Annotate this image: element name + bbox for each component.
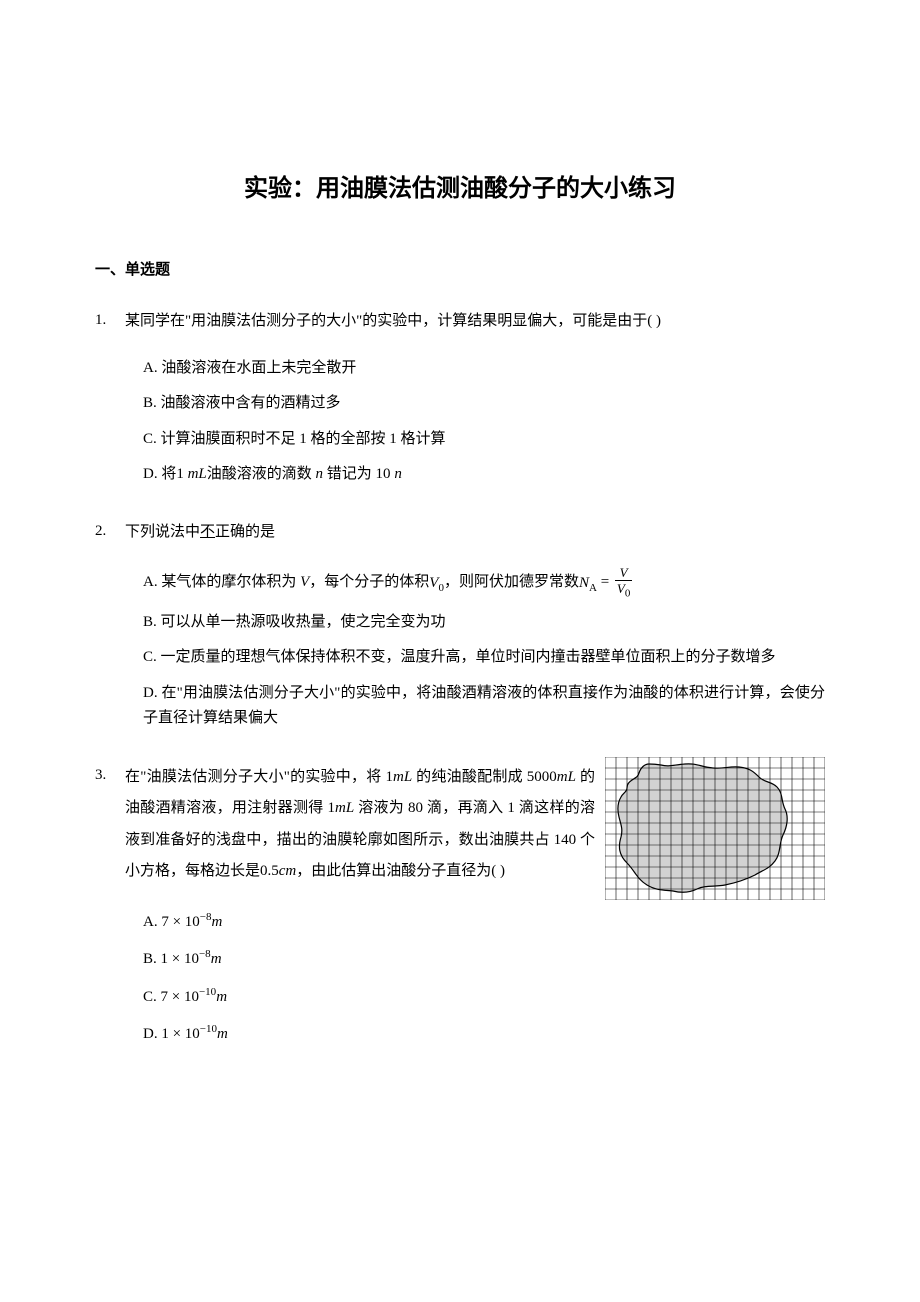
text: D. 1 × 10 bbox=[143, 1026, 200, 1042]
option-b: B. 油酸溶液中含有的酒精过多 bbox=[143, 391, 825, 417]
section-heading: 一、单选题 bbox=[95, 258, 825, 282]
option-a: A. 油酸溶液在水面上未完全散开 bbox=[143, 356, 825, 382]
option-c: C. 计算油膜面积时不足 1 格的全部按 1 格计算 bbox=[143, 427, 825, 453]
numerator: V bbox=[615, 566, 632, 581]
sub: 0 bbox=[625, 588, 631, 600]
text: 下列说法中 bbox=[125, 524, 200, 540]
options: A. 7 × 10−8m B. 1 × 10−8m C. 7 × 10−10m … bbox=[125, 908, 825, 1048]
question-stem: 下列说法中不正确的是 bbox=[125, 518, 825, 547]
question-number: 2. bbox=[95, 518, 125, 543]
text: 在"油膜法估测分子大小"的实验中，将 1 bbox=[125, 769, 393, 785]
text: ，每个分子的体积 bbox=[309, 575, 429, 591]
v: N bbox=[579, 575, 589, 591]
fraction: VV0 bbox=[615, 566, 632, 600]
question-2: 2. 下列说法中不正确的是 A. 某气体的摩尔体积为 V，每个分子的体积V0，则… bbox=[95, 518, 825, 732]
question-1: 1. 某同学在"用油膜法估测分子的大小"的实验中，计算结果明显偏大，可能是由于(… bbox=[95, 307, 825, 488]
underline-text: 不 bbox=[200, 524, 215, 540]
question-stem: 某同学在"用油膜法估测分子的大小"的实验中，计算结果明显偏大，可能是由于( ) bbox=[125, 307, 825, 336]
exp: −8 bbox=[199, 948, 211, 960]
text: 的纯油酸配制成 5000 bbox=[412, 769, 557, 785]
option-d: D. 将1 mL油酸溶液的滴数 n 错记为 10 n bbox=[143, 462, 825, 488]
question-3: 3. 在"油膜法估测分子大小"的实验中，将 1mL 的纯油酸配制成 5000mL… bbox=[95, 762, 825, 1048]
question-stem: 在"油膜法估测分子大小"的实验中，将 1mL 的纯油酸配制成 5000mL 的油… bbox=[125, 762, 595, 888]
unit-m: m bbox=[211, 951, 222, 967]
text: ，由此估算出油酸分子直径为( ) bbox=[296, 863, 505, 879]
exp: −10 bbox=[199, 986, 216, 998]
var-n: n bbox=[316, 466, 324, 482]
option-d: D. 1 × 10−10m bbox=[143, 1020, 825, 1048]
unit-ml: mL bbox=[188, 466, 207, 482]
unit-ml: mL bbox=[557, 769, 576, 785]
var-n: n bbox=[394, 466, 402, 482]
unit-ml: mL bbox=[393, 769, 412, 785]
unit-cm: cm bbox=[279, 863, 297, 879]
grid-svg bbox=[605, 757, 825, 900]
unit-m: m bbox=[212, 914, 223, 930]
text: B. 1 × 10 bbox=[143, 951, 199, 967]
unit-ml: mL bbox=[335, 800, 354, 816]
text: 正确的是 bbox=[215, 524, 275, 540]
question-body: 某同学在"用油膜法估测分子的大小"的实验中，计算结果明显偏大，可能是由于( ) … bbox=[125, 307, 825, 488]
v: V bbox=[617, 581, 625, 596]
option-a: A. 7 × 10−8m bbox=[143, 908, 825, 936]
exp: −8 bbox=[200, 911, 212, 923]
text: D. 将1 bbox=[143, 466, 188, 482]
question-body: 下列说法中不正确的是 A. 某气体的摩尔体积为 V，每个分子的体积V0，则阿伏加… bbox=[125, 518, 825, 732]
var-NA: NA bbox=[579, 575, 597, 591]
var-V0: V0 bbox=[429, 575, 444, 591]
text: 油酸溶液的滴数 bbox=[207, 466, 316, 482]
oil-film-grid-figure bbox=[605, 757, 825, 908]
option-b: B. 可以从单一热源吸收热量，使之完全变为功 bbox=[143, 610, 825, 636]
text: A. 7 × 10 bbox=[143, 914, 200, 930]
exp: −10 bbox=[200, 1023, 217, 1035]
options: A. 某气体的摩尔体积为 V，每个分子的体积V0，则阿伏加德罗常数NA = VV… bbox=[125, 566, 825, 732]
equals: = bbox=[597, 575, 613, 591]
option-c: C. 7 × 10−10m bbox=[143, 983, 825, 1011]
var-V: V bbox=[300, 575, 309, 591]
text: 错记为 10 bbox=[323, 466, 394, 482]
sub: A bbox=[589, 582, 597, 594]
question-body: 在"油膜法估测分子大小"的实验中，将 1mL 的纯油酸配制成 5000mL 的油… bbox=[125, 762, 825, 1048]
option-a: A. 某气体的摩尔体积为 V，每个分子的体积V0，则阿伏加德罗常数NA = VV… bbox=[143, 566, 825, 600]
option-d: D. 在"用油膜法估测分子大小"的实验中，将油酸酒精溶液的体积直接作为油酸的体积… bbox=[143, 681, 825, 732]
option-c: C. 一定质量的理想气体保持体积不变，温度升高，单位时间内撞击器壁单位面积上的分… bbox=[143, 645, 825, 671]
page-title: 实验：用油膜法估测油酸分子的大小练习 bbox=[95, 170, 825, 208]
question-number: 3. bbox=[95, 762, 125, 787]
option-b: B. 1 × 10−8m bbox=[143, 945, 825, 973]
unit-m: m bbox=[217, 1026, 228, 1042]
text: ，则阿伏加德罗常数 bbox=[444, 575, 579, 591]
unit-m: m bbox=[216, 989, 227, 1005]
text: C. 7 × 10 bbox=[143, 989, 199, 1005]
denominator: V0 bbox=[615, 581, 632, 600]
question-number: 1. bbox=[95, 307, 125, 332]
options: A. 油酸溶液在水面上未完全散开 B. 油酸溶液中含有的酒精过多 C. 计算油膜… bbox=[125, 356, 825, 488]
text: A. 某气体的摩尔体积为 bbox=[143, 575, 300, 591]
